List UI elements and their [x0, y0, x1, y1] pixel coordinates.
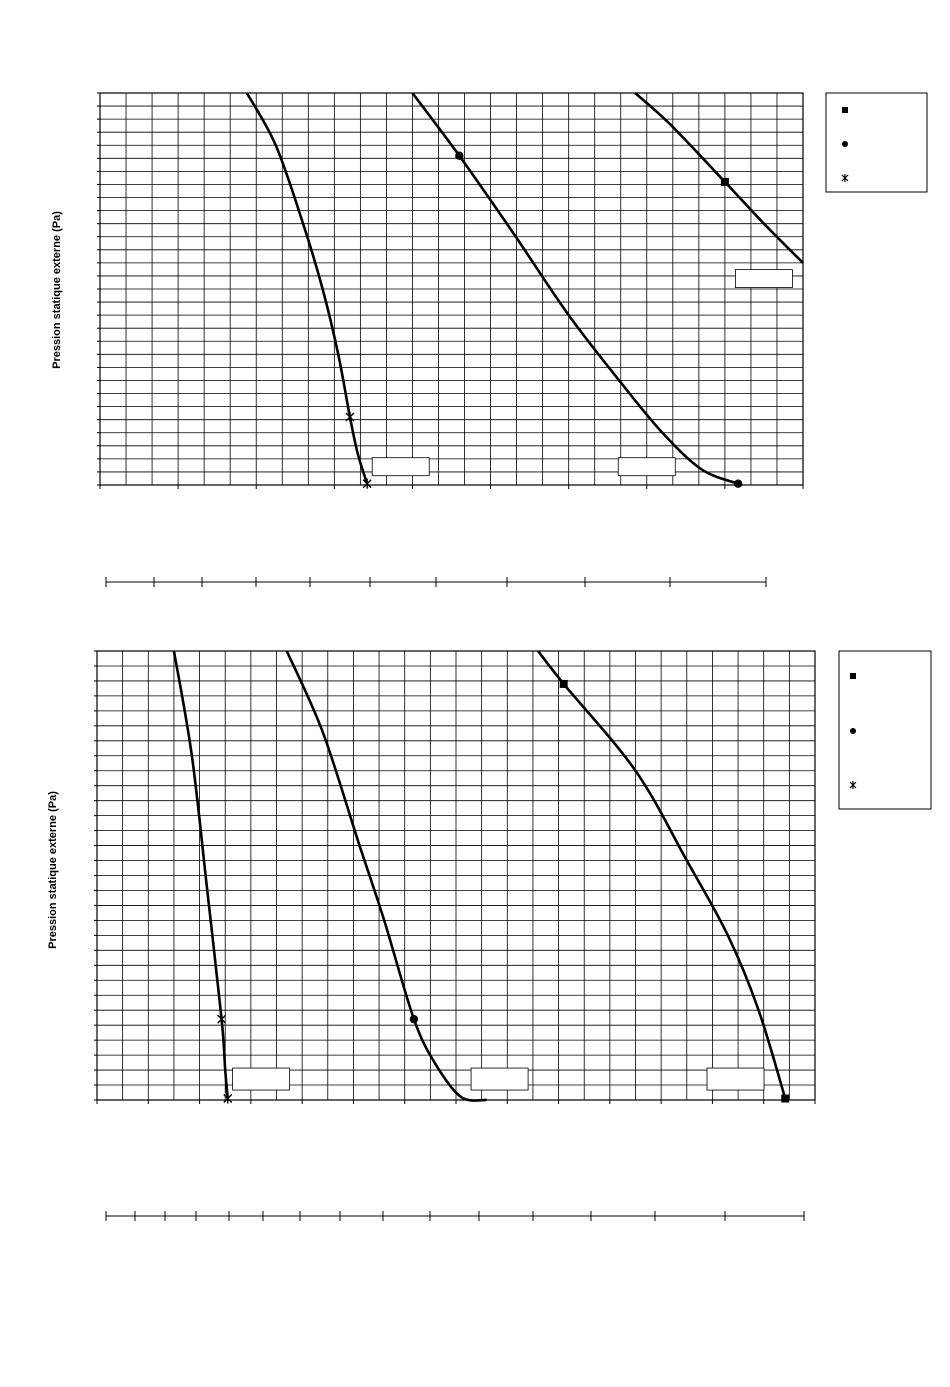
star-series [172, 650, 233, 1104]
x-axis-ticks [96, 1100, 816, 1104]
legend [825, 92, 928, 193]
star-marker [217, 1014, 227, 1025]
star-series-line [172, 650, 230, 1099]
legend-square-marker [842, 107, 848, 113]
square-marker [720, 177, 729, 186]
circle-marker [455, 151, 464, 160]
y-axis-label: Pression statique externe (Pa) [51, 211, 63, 369]
legend [838, 650, 932, 810]
legend-square-marker [850, 673, 856, 679]
legend-star-marker [849, 781, 857, 789]
star-marker [345, 412, 355, 423]
circle-series-line [411, 92, 739, 485]
square-series-line [537, 650, 787, 1099]
data-label-box [706, 1067, 765, 1091]
secondary-x-axis [105, 1211, 805, 1221]
star-marker [223, 1093, 233, 1104]
circle-series [411, 92, 743, 488]
square-series-line [634, 92, 804, 264]
chart-1: Pression statique externe (Pa) [51, 92, 928, 587]
data-label-box [232, 1067, 291, 1091]
y-axis-label: Pression statique externe (Pa) [47, 791, 59, 949]
square-series [537, 650, 790, 1103]
data-label-box [617, 457, 676, 477]
data-label-box [735, 269, 793, 288]
legend-circle-marker [850, 728, 856, 734]
data-label-box [470, 1067, 529, 1091]
legend-frame [825, 92, 928, 193]
circle-marker [409, 1014, 419, 1024]
gridlines [97, 651, 815, 1100]
chart-2: Pression statique externe (Pa) [47, 650, 932, 1221]
star-series-line [245, 92, 369, 485]
square-series [634, 92, 804, 264]
plot-area [97, 92, 928, 587]
circle-series-line [285, 650, 487, 1102]
legend-circle-marker [842, 141, 848, 147]
square-marker [781, 1094, 790, 1103]
legend-star-marker [841, 174, 849, 182]
circle-marker [733, 479, 743, 488]
secondary-x-axis [105, 577, 767, 587]
plot-area [94, 650, 932, 1221]
data-label-box [371, 457, 430, 477]
y-axis-ticks [94, 650, 97, 1101]
square-marker [559, 679, 568, 688]
y-axis-ticks [97, 92, 100, 486]
circle-series [285, 650, 487, 1102]
star-marker [362, 478, 372, 489]
star-series [245, 92, 372, 489]
gridlines [100, 93, 803, 485]
x-axis-ticks [99, 485, 804, 489]
